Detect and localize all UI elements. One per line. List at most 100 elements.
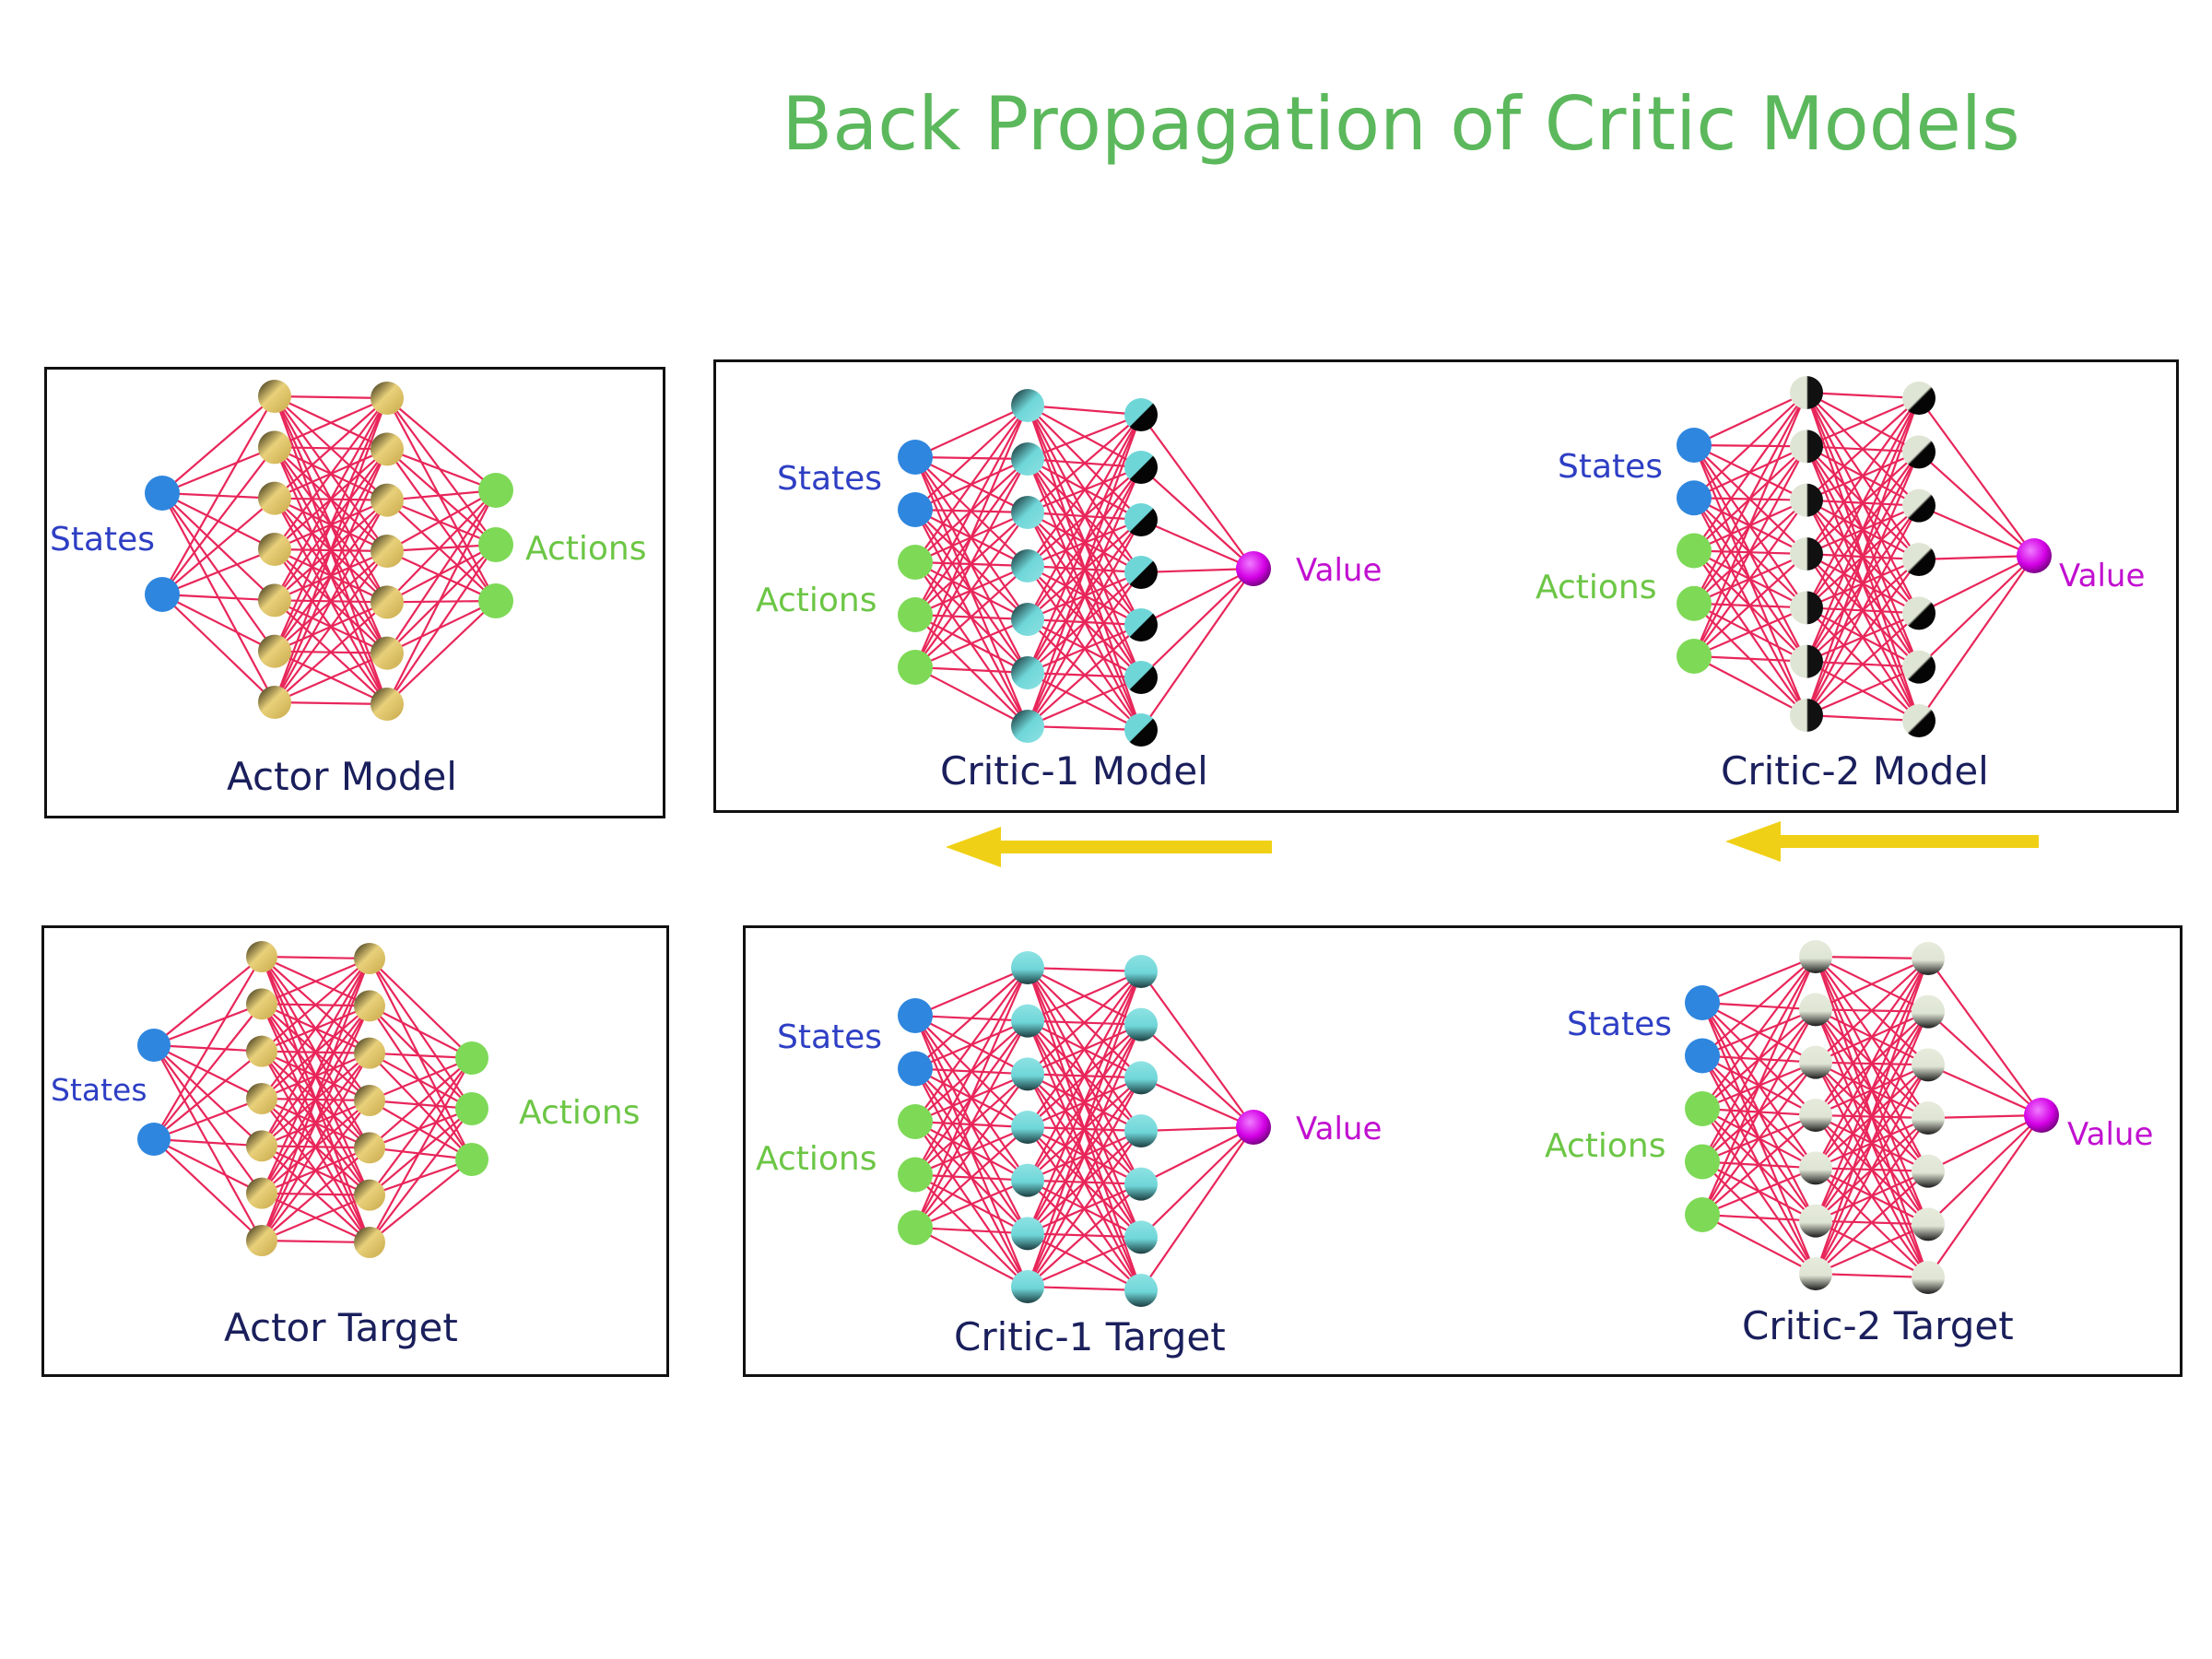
critic2-target-connection <box>1815 1117 1929 1275</box>
critic2-target-connection <box>1701 955 1817 1005</box>
critic2-target-connection <box>1701 956 1817 1110</box>
critic1-model-hidden1-node <box>1011 496 1044 529</box>
actor-model-connection <box>161 594 276 653</box>
actor-model-input-node <box>145 476 180 511</box>
actor-target-hidden1-node <box>246 1225 277 1256</box>
actor-model-hidden1-node <box>258 634 291 668</box>
critic2-model-connection <box>1693 392 1807 500</box>
critic1-model-connection <box>1027 676 1142 728</box>
actor-target-connection <box>153 1137 263 1147</box>
critic1-model-connection <box>1140 466 1254 570</box>
critic1-target-hidden2-node <box>1124 1220 1158 1254</box>
critic2-model-connection <box>1693 606 1807 658</box>
critic2-target-connection <box>1927 1064 2042 1117</box>
actor-target-connection <box>153 1138 263 1194</box>
critic1-target-hidden2-node <box>1124 1167 1158 1201</box>
actor-target-hidden1-node <box>246 1035 277 1067</box>
critic1-model-input-node <box>898 492 933 527</box>
critic2-model-connection <box>1806 396 1920 448</box>
critic1-model-connection <box>1027 413 1142 461</box>
actor-target-input-node <box>137 1029 171 1062</box>
actor-model-hidden1-node <box>258 686 291 719</box>
critic2-model-hidden1-node <box>1790 537 1823 571</box>
critic1-target-connection <box>914 1227 1029 1288</box>
critic2-target-hidden1-node <box>1799 1204 1832 1238</box>
actor-model-connection <box>386 397 497 491</box>
critic1-model-connection <box>1027 724 1142 732</box>
critic2-model-connection <box>1918 451 2035 557</box>
critic2-model-output-node <box>2017 538 2052 573</box>
critic1-model-hidden1-node <box>1011 389 1044 422</box>
actor-target-connection <box>261 1147 371 1241</box>
actor-target-connection <box>369 1005 473 1160</box>
critic2-model-states-label: States <box>1558 448 1664 486</box>
critic1-target-connection <box>1027 1077 1142 1288</box>
critic1-target-connection <box>1027 1285 1142 1292</box>
critic2-model-hidden2-node <box>1902 650 1936 684</box>
critic-targets-panel <box>743 925 2183 1377</box>
critic1-target-states-label: States <box>777 1018 883 1056</box>
critic2-model-input-node <box>1677 639 1712 674</box>
actor-target-connection <box>369 958 473 1160</box>
critic2-target-connection <box>1815 1170 1929 1275</box>
actor-target-connection <box>153 956 263 1140</box>
critic1-model-connection <box>1140 568 1254 731</box>
actor-target-output-node <box>455 1143 488 1176</box>
critic1-target-connection <box>914 1226 1029 1235</box>
critic1-target-hidden2-node <box>1124 1114 1158 1147</box>
critic2-target-connection <box>1701 1214 1817 1275</box>
actor-model-connection <box>386 489 497 705</box>
critic2-model-connection <box>1805 397 1921 716</box>
actor-target-hidden2-node <box>354 1179 385 1211</box>
actor-target-connection <box>369 1052 473 1110</box>
critic1-target-connection <box>1140 971 1254 1128</box>
actor-target-connection <box>153 1097 263 1141</box>
critic2-model-connection <box>1806 713 1920 723</box>
critic2-model-hidden2-node <box>1902 488 1936 523</box>
critic2-model-connection <box>1918 504 2035 558</box>
critic2-target-hidden1-node <box>1799 940 1832 973</box>
critic1-target-connection <box>1026 971 1143 1234</box>
backprop-arrow-2-shaft <box>1762 835 2039 848</box>
critic2-model-connection <box>1806 391 1920 400</box>
critic2-target-connection <box>1701 1114 1817 1216</box>
critic2-target-input-node <box>1685 1197 1720 1232</box>
critic1-target-connection <box>913 967 1030 1229</box>
actor-target-output-node <box>455 1092 488 1125</box>
critic2-model-hidden1-node <box>1790 429 1823 464</box>
critic1-target-connection <box>914 1020 1029 1229</box>
critic2-model-connection <box>1806 505 1920 716</box>
critic2-target-connection <box>1815 1064 1929 1275</box>
critic1-model-connection <box>914 405 1029 511</box>
critic1-model-output-node <box>1236 551 1271 586</box>
actor-model-connection <box>386 489 497 604</box>
critic2-model-connection <box>1805 451 1921 716</box>
critic2-target-caption: Critic-2 Target <box>1742 1303 2014 1348</box>
critic1-target-hidden1-node <box>1011 951 1044 984</box>
critic2-target-connection <box>1927 1113 2042 1120</box>
critic2-model-connection <box>1918 555 2035 722</box>
actor-target-connection <box>261 1100 371 1241</box>
actor-model-caption: Actor Model <box>227 754 457 799</box>
actor-model-connection <box>274 397 388 601</box>
critic2-model-connection <box>1806 397 1920 608</box>
critic1-model-hidden2-node <box>1124 398 1158 431</box>
actor-model-connection <box>274 394 388 400</box>
actor-target-connection <box>153 1003 263 1047</box>
actor-model-connection <box>386 397 497 546</box>
critic1-model-connection <box>914 512 1029 668</box>
actor-target-output-node <box>455 1041 488 1075</box>
actor-target-input-node <box>137 1123 171 1156</box>
critic1-model-hidden1-node <box>1011 549 1044 582</box>
critic1-model-connection <box>914 618 1029 669</box>
critic1-model-input-node <box>898 545 933 580</box>
critic2-target-connection <box>1815 958 1929 1169</box>
critic1-target-hidden1-node <box>1011 1163 1044 1197</box>
actor-target-connection <box>261 958 371 1194</box>
actor-model-hidden2-node <box>371 483 404 517</box>
actor-target-connection <box>153 1138 263 1241</box>
critic1-target-actions-label: Actions <box>756 1140 877 1178</box>
actor-target-connection <box>261 958 371 1147</box>
actor-model-output-node <box>478 583 513 618</box>
actor-model-connection <box>386 499 497 547</box>
